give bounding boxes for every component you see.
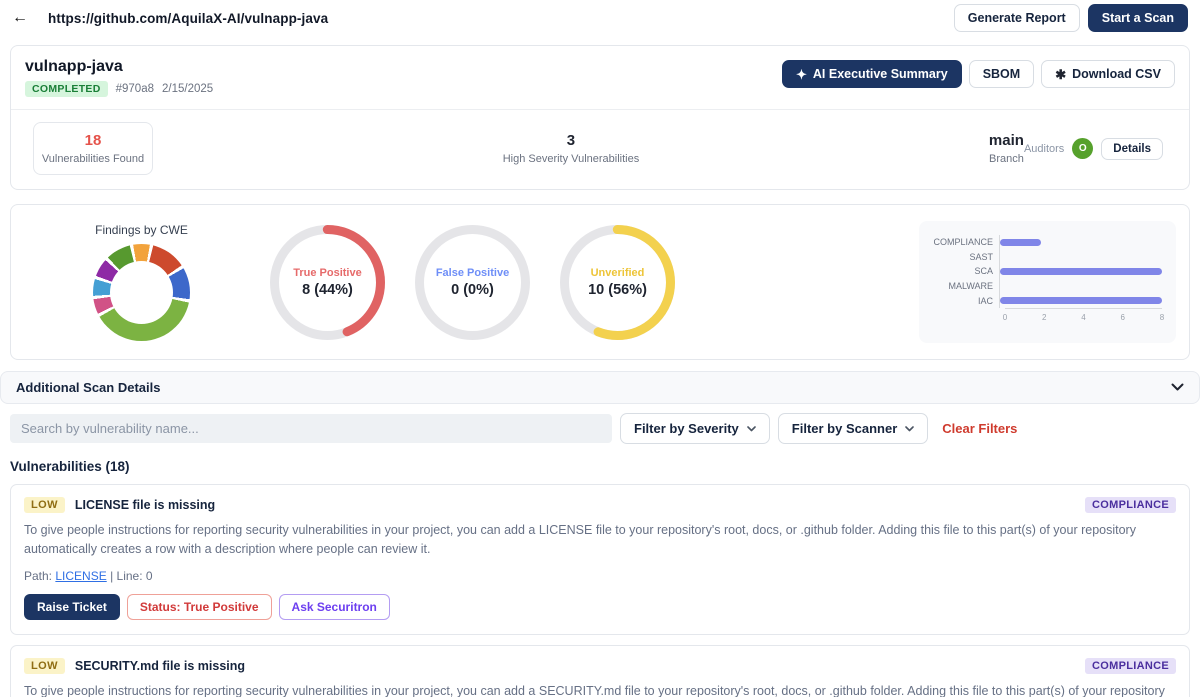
severity-badge: LOW (24, 497, 65, 513)
scan-header-card: vulnapp-java COMPLETED #970a8 2/15/2025 … (10, 45, 1190, 190)
bar-row: SAST (929, 249, 1162, 265)
ai-executive-summary-label: AI Executive Summary (812, 67, 948, 81)
line-value: 0 (145, 568, 153, 583)
status-badge: COMPLETED (25, 81, 108, 97)
page-url: https://github.com/AquilaX-AI/vulnapp-ja… (48, 10, 329, 26)
bar-row: SCA (929, 264, 1162, 279)
bar (1000, 238, 1041, 246)
additional-scan-details-accordion[interactable]: Additional Scan Details (0, 371, 1200, 404)
scanner-badge: COMPLIANCE (1085, 497, 1176, 513)
path-link[interactable]: LICENSE (55, 568, 107, 583)
false-positive-ring: False Positive 0 (0%) (412, 222, 533, 343)
details-button[interactable]: Details (1101, 137, 1164, 160)
scanner-badge: COMPLIANCE (1085, 657, 1176, 674)
x-axis-tick: 2 (1042, 312, 1047, 322)
filter-by-scanner-dropdown[interactable]: Filter by Scanner (777, 413, 929, 444)
severity-badge: LOW (24, 657, 65, 674)
path-label: Path: (24, 568, 53, 583)
ai-executive-summary-button[interactable]: ✦ AI Executive Summary (781, 60, 962, 88)
stat-value: 18 (84, 132, 102, 149)
stat-vulnerabilities-found: 18 Vulnerabilities Found (33, 122, 153, 175)
ring-value: 0 (0%) (451, 281, 494, 298)
vulnerability-title: LICENSE file is missing (74, 498, 216, 512)
stat-value: main (988, 132, 1024, 149)
back-arrow-icon[interactable]: ← (12, 9, 28, 26)
bar-category-label: COMPLIANCE (933, 237, 993, 248)
repo-title: vulnapp-java (25, 58, 123, 75)
vulnerability-description: To give people instructions for reportin… (24, 683, 1165, 697)
ring-label: Unverified (590, 266, 645, 279)
bar (1000, 267, 1162, 275)
filter-scanner-label: Filter by Scanner (791, 421, 898, 436)
x-axis-tick: 8 (1159, 312, 1165, 322)
vulnerability-description: To give people instructions for reportin… (24, 523, 1136, 557)
stat-label: High Severity Vulnerabilities (502, 153, 640, 165)
path-line: Path: LICENSE | Line: 0 (24, 569, 1176, 583)
scan-date: 2/15/2025 (162, 83, 214, 95)
cwe-chart-block: Findings by CWE (24, 223, 259, 341)
path-separator: | (110, 568, 114, 583)
status-true-positive-button[interactable]: Status: True Positive (126, 593, 272, 620)
ring-value: 8 (44%) (302, 281, 353, 298)
x-axis-tick: 6 (1120, 312, 1125, 322)
raise-ticket-button[interactable]: Raise Ticket (24, 593, 120, 620)
ask-securitron-button[interactable]: Ask Securitron (278, 593, 390, 620)
x-axis-tick: 4 (1081, 312, 1086, 322)
vulnerability-card: LOW LICENSE file is missing COMPLIANCE T… (10, 484, 1190, 635)
scanner-bar-chart: COMPLIANCE SAST SCA MALWARE IAC 0 2 4 6 8 (919, 221, 1176, 343)
clear-filters-link[interactable]: Clear Filters (942, 421, 1018, 436)
sparkles-icon: ✦ (795, 66, 807, 82)
stat-label: Vulnerabilities Found (41, 153, 145, 165)
bar-category-label: IAC (977, 295, 993, 306)
csv-burst-icon: ✱ (1055, 66, 1067, 82)
cwe-chart-title: Findings by CWE (95, 223, 188, 237)
chevron-down-icon (905, 425, 915, 432)
additional-scan-details-label: Additional Scan Details (16, 380, 161, 395)
ring-label: True Positive (293, 266, 362, 279)
stat-branch: main Branch (989, 132, 1024, 165)
ring-label: False Positive (435, 266, 510, 279)
auditors-label: Auditors (1023, 142, 1065, 155)
bar-row: IAC (929, 293, 1162, 308)
bar-row: MALWARE (929, 278, 1162, 294)
stat-value: 3 (566, 132, 576, 149)
auditor-avatar[interactable]: O (1072, 138, 1094, 159)
browser-top-bar: ← https://github.com/AquilaX-AI/vulnapp-… (0, 0, 1200, 36)
x-axis-tick: 0 (1002, 312, 1008, 322)
vulnerability-card: LOW SECURITY.md file is missing COMPLIAN… (10, 644, 1190, 697)
chevron-down-icon (746, 425, 756, 432)
cwe-donut-chart (93, 244, 190, 341)
search-input[interactable] (10, 414, 612, 443)
true-positive-ring: True Positive 8 (44%) (267, 222, 388, 343)
download-csv-label: Download CSV (1072, 67, 1161, 81)
charts-card: Findings by CWE True Positive 8 (44%) Fa… (10, 204, 1190, 360)
generate-report-button[interactable]: Generate Report (953, 4, 1080, 32)
vulnerabilities-heading: Vulnerabilities (18) (10, 459, 130, 474)
vulnerability-title: SECURITY.md file is missing (74, 658, 246, 673)
filter-by-severity-dropdown[interactable]: Filter by Severity (620, 413, 770, 444)
ring-value: 10 (56%) (588, 281, 647, 298)
filter-row: Filter by Severity Filter by Scanner Cle… (10, 413, 1190, 444)
bar-category-label: SCA (974, 266, 993, 277)
stat-label: Branch (989, 153, 1024, 165)
commit-hash: #970a8 (115, 83, 154, 95)
bar (1000, 297, 1162, 305)
download-csv-button[interactable]: ✱ Download CSV (1041, 60, 1175, 88)
unverified-ring: Unverified 10 (56%) (557, 222, 678, 343)
filter-severity-label: Filter by Severity (634, 421, 739, 436)
bar-row: COMPLIANCE (929, 235, 1162, 250)
sbom-button[interactable]: SBOM (968, 60, 1035, 88)
start-scan-button[interactable]: Start a Scan (1087, 4, 1188, 32)
bar-category-label: SAST (969, 251, 993, 262)
stat-high-severity: 3 High Severity Vulnerabilities (503, 132, 640, 165)
bar-category-label: MALWARE (948, 281, 993, 292)
chevron-down-icon (1171, 383, 1184, 392)
line-label: Line: (116, 568, 143, 583)
